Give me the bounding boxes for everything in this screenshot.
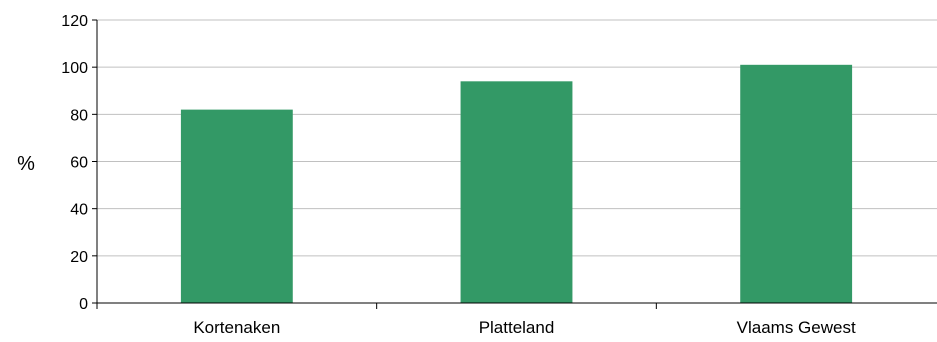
bar: [740, 64, 853, 303]
bar: [180, 109, 293, 303]
axes: [92, 19, 937, 309]
y-axis-label: %: [17, 153, 35, 175]
bar: [460, 81, 573, 303]
x-tick-label: Platteland: [479, 318, 555, 337]
y-tick-label: 120: [61, 13, 88, 30]
y-tick-label: 20: [70, 249, 88, 266]
x-tick-label: Vlaams Gewest: [737, 318, 856, 337]
y-tick-label: 80: [70, 107, 88, 124]
y-tick-label: 100: [61, 60, 88, 77]
bars: [180, 64, 853, 303]
y-tick-label: 0: [79, 296, 88, 313]
y-tick-label: 60: [70, 155, 88, 172]
y-tick-labels: 0 20 40 60 80 100 120: [61, 13, 88, 313]
y-tick-label: 40: [70, 202, 88, 219]
x-tick-label: Kortenaken: [193, 318, 280, 337]
x-tick-labels: Kortenaken Platteland Vlaams Gewest: [193, 318, 856, 337]
